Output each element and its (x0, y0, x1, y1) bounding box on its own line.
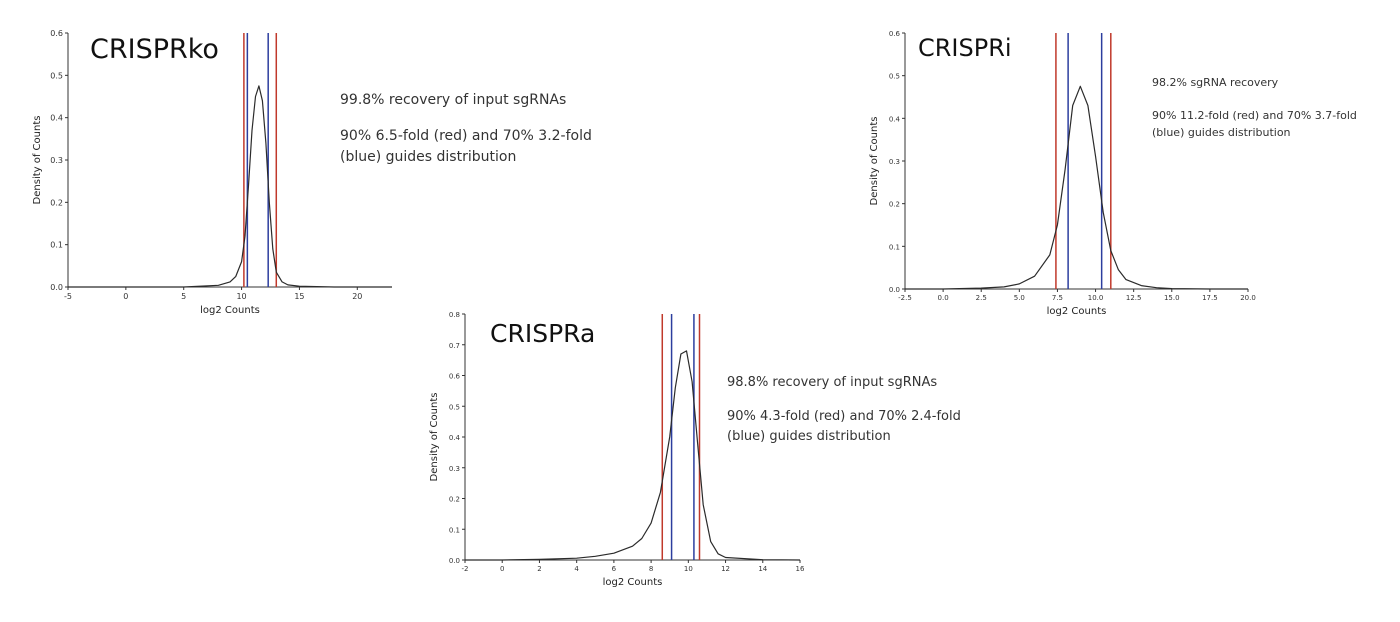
y-tick-label: 0.1 (50, 241, 63, 250)
x-axis-label: log2 Counts (200, 305, 260, 316)
x-axis-label: log2 Counts (603, 577, 663, 588)
y-tick-label: 0.5 (50, 71, 63, 80)
y-tick-label: 0.6 (449, 373, 461, 381)
fold-text-line-1: 90% 11.2-fold (red) and 70% 3.7-fold (1152, 109, 1357, 123)
x-tick-label: 5.0 (1014, 294, 1025, 302)
y-tick-label: 0.0 (889, 286, 900, 294)
y-axis-label: Density of Counts (429, 393, 440, 482)
x-tick-label: -2.5 (898, 294, 912, 302)
chart-panel-crispra: 0.0 0.1 0.2 0.3 0.4 0.5 0.6 0.7 0.8 -2 0 2 4 6 8 10 12 14… (420, 305, 1020, 605)
x-tick-label: 7.5 (1052, 294, 1063, 302)
chart-title: CRISPRi (918, 34, 1012, 62)
y-tick-label: 0.7 (449, 342, 460, 350)
x-tick-label: 12.5 (1126, 294, 1142, 302)
y-tick-label: 0.0 (449, 557, 460, 565)
fold-text-line-1: 90% 6.5-fold (red) and 70% 3.2-fold (340, 127, 592, 144)
recovery-text: 98.8% recovery of input sgRNAs (727, 375, 938, 390)
x-tick-label: 5 (181, 292, 186, 301)
x-tick-label: 8 (649, 565, 653, 573)
y-axis-label: Density of Counts (869, 117, 880, 206)
y-tick-label: 0.5 (449, 403, 460, 411)
recovery-text: 99.8% recovery of input sgRNAs (340, 92, 567, 108)
y-tick-label: 0.4 (449, 434, 461, 442)
chart-panel-crisprko: 0.0 0.1 0.2 0.3 0.4 0.5 0.6 -5 0 5 10 15 20 log2 Coun… (0, 0, 700, 330)
y-tick-label: 0.2 (889, 201, 900, 209)
density-chart-crispra: 0.0 0.1 0.2 0.3 0.4 0.5 0.6 0.7 0.8 -2 0 2 4 6 8 10 12 14… (429, 311, 805, 588)
density-curve (905, 85, 1248, 290)
chart-panel-crispri: 0.0 0.1 0.2 0.3 0.4 0.5 0.6 -2.5 0.0 2.5 5.0 7.5 10.… (850, 0, 1400, 330)
y-axis-label: Density of Counts (32, 116, 43, 205)
y-tick-label: 0.3 (889, 158, 900, 166)
y-tick-label: 0.1 (889, 243, 900, 251)
chart-annotation: 98.2% sgRNA recovery 90% 11.2-fold (red)… (1152, 74, 1357, 141)
x-tick-label: 17.5 (1202, 294, 1218, 302)
y-tick-label: 0.0 (50, 283, 63, 292)
y-tick-label: 0.2 (449, 496, 460, 504)
x-tick-label: 0 (123, 292, 128, 301)
y-tick-label: 0.3 (449, 465, 460, 473)
x-tick-label: 6 (612, 565, 617, 573)
chart-title: CRISPRko (90, 34, 219, 65)
y-tick-label: 0.6 (50, 29, 63, 38)
x-tick-label: 0 (500, 565, 504, 573)
x-tick-label: 10 (236, 292, 246, 301)
fold-text-line-1: 90% 4.3-fold (red) and 70% 2.4-fold (727, 409, 961, 425)
y-tick-label: 0.3 (50, 156, 63, 165)
y-tick-label: 0.6 (889, 30, 901, 38)
y-tick-label: 0.5 (889, 73, 900, 81)
x-tick-label: 10.0 (1088, 294, 1104, 302)
y-tick-label: 0.4 (50, 114, 63, 123)
x-tick-label: 2 (537, 565, 541, 573)
y-tick-label: 0.8 (449, 311, 460, 319)
x-tick-label: 16 (796, 565, 805, 573)
y-tick-label: 0.1 (449, 526, 460, 534)
x-tick-label: -5 (64, 292, 72, 301)
recovery-text: 98.2% sgRNA recovery (1152, 76, 1279, 89)
x-tick-label: 0.0 (938, 294, 949, 302)
x-tick-label: 4 (574, 565, 579, 573)
fold-text-line-2: (blue) guides distribution (340, 149, 517, 166)
fold-text-line-2: (blue) guides distribution (1152, 126, 1291, 140)
chart-title: CRISPRa (490, 319, 596, 348)
x-tick-label: -2 (462, 565, 469, 573)
y-tick-label: 0.4 (889, 115, 901, 123)
x-tick-label: 20.0 (1240, 294, 1256, 302)
chart-annotation: 99.8% recovery of input sgRNAs 90% 6.5-f… (340, 90, 592, 169)
x-tick-label: 15.0 (1164, 294, 1180, 302)
fold-text-line-2: (blue) guides distribution (727, 429, 891, 445)
density-chart-crispri: 0.00.10.20.30.40.50.6-2.5 0.0 2.5 5.0 7.5 10.… (869, 30, 1256, 317)
x-tick-label: 20 (352, 292, 362, 301)
x-tick-label: 2.5 (976, 294, 987, 302)
density-curve (68, 85, 392, 288)
x-tick-label: 14 (758, 565, 767, 573)
density-chart-crisprko: 0.0 0.1 0.2 0.3 0.4 0.5 0.6 -5 0 5 10 15 20 log2 Coun… (32, 29, 392, 316)
x-tick-label: 10 (684, 565, 693, 573)
chart-annotation: 98.8% recovery of input sgRNAs 90% 4.3-f… (727, 373, 961, 447)
x-tick-label: 15 (294, 292, 304, 301)
y-tick-label: 0.2 (50, 198, 63, 207)
density-curve (465, 350, 801, 561)
x-tick-label: 12 (721, 565, 730, 573)
x-axis-label: log2 Counts (1047, 306, 1107, 317)
